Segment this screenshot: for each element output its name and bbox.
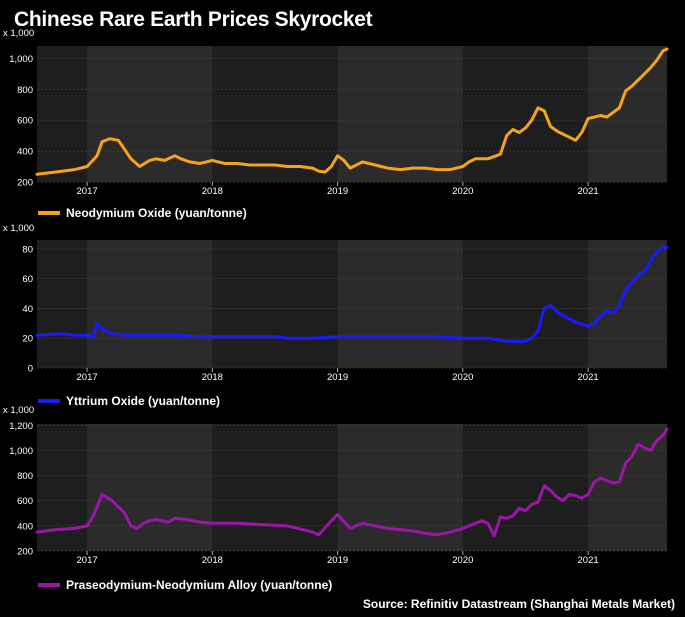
xtick-label-yttrium: 2019 [327, 372, 348, 383]
legend-label-yttrium: Yttrium Oxide (yuan/tonne) [66, 394, 221, 408]
legend-label-prnd-alloy: Praseodymium-Neodymium Alloy (yuan/tonne… [66, 578, 333, 592]
ytick-label-neodymium: 800 [17, 85, 33, 96]
multiplier-label-neodymium: x 1,000 [3, 28, 34, 39]
xtick-label-neodymium: 2017 [77, 186, 98, 197]
year-band-yttrium-2021 [588, 240, 667, 368]
ytick-label-yttrium: 60 [22, 274, 33, 285]
ytick-label-prnd-alloy: 600 [17, 496, 33, 507]
ytick-label-yttrium: 0 [28, 364, 33, 375]
year-band-prnd-alloy-2017 [87, 424, 213, 551]
ytick-label-neodymium: 1,000 [9, 54, 33, 65]
series-line-neodymium [35, 47, 669, 176]
series-line-yttrium [35, 245, 669, 343]
xtick-label-prnd-alloy: 2019 [327, 555, 348, 566]
source-note: Source: Refinitiv Datastream (Shanghai M… [362, 597, 675, 611]
legend-swatch-neodymium [38, 211, 60, 215]
legend-prnd-alloy: Praseodymium-Neodymium Alloy (yuan/tonne… [38, 578, 332, 592]
chart-title: Chinese Rare Earth Prices Skyrocket [14, 8, 373, 31]
ytick-label-prnd-alloy: 200 [17, 547, 33, 558]
year-band-yttrium-2019 [337, 240, 463, 368]
xtick-label-prnd-alloy: 2017 [77, 555, 98, 566]
xtick-label-neodymium: 2021 [578, 186, 599, 197]
year-band-neodymium-2021 [588, 46, 667, 182]
xtick-label-yttrium: 2017 [77, 372, 98, 383]
ytick-label-prnd-alloy: 1,000 [9, 446, 33, 457]
xtick-label-prnd-alloy: 2021 [578, 555, 599, 566]
multiplier-label-prnd-alloy: x 1,000 [3, 405, 34, 416]
xtick-label-neodymium: 2018 [202, 186, 223, 197]
ytick-label-prnd-alloy: 1,200 [9, 421, 33, 432]
xtick-label-prnd-alloy: 2020 [452, 555, 473, 566]
ytick-label-neodymium: 600 [17, 116, 33, 127]
legend-label-neodymium: Neodymium Oxide (yuan/tonne) [66, 206, 247, 220]
xtick-label-yttrium: 2021 [578, 372, 599, 383]
xtick-label-yttrium: 2020 [452, 372, 473, 383]
xtick-label-yttrium: 2018 [202, 372, 223, 383]
xtick-label-neodymium: 2020 [452, 186, 473, 197]
xtick-label-neodymium: 2019 [327, 186, 348, 197]
legend-swatch-prnd-alloy [38, 583, 60, 587]
legend-yttrium: Yttrium Oxide (yuan/tonne) [38, 394, 220, 408]
multiplier-label-yttrium: x 1,000 [3, 223, 34, 234]
ytick-label-yttrium: 80 [22, 244, 33, 255]
legend-swatch-yttrium [38, 399, 60, 403]
legend-neodymium: Neodymium Oxide (yuan/tonne) [38, 206, 247, 220]
ytick-label-yttrium: 40 [22, 304, 33, 315]
ytick-label-neodymium: 200 [17, 178, 33, 189]
series-line-prnd-alloy [35, 427, 669, 538]
ytick-label-prnd-alloy: 400 [17, 521, 33, 532]
ytick-label-prnd-alloy: 800 [17, 471, 33, 482]
ytick-label-neodymium: 400 [17, 147, 33, 158]
ytick-label-yttrium: 20 [22, 334, 33, 345]
year-band-neodymium-2019 [337, 46, 463, 182]
xtick-label-prnd-alloy: 2018 [202, 555, 223, 566]
year-band-yttrium-2017 [87, 240, 213, 368]
